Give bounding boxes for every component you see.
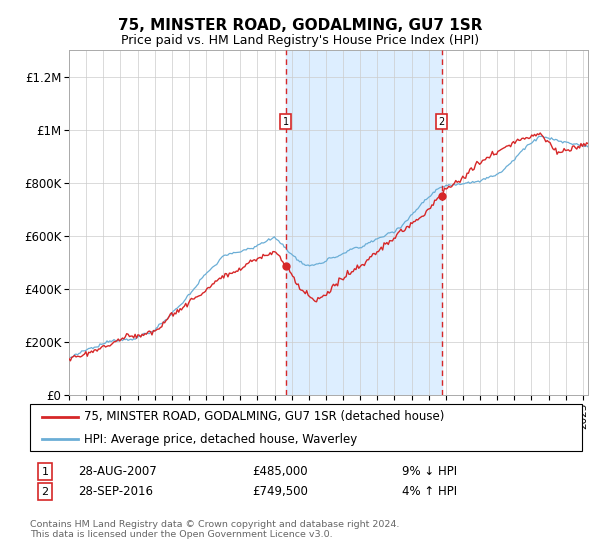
Text: 4% ↑ HPI: 4% ↑ HPI — [402, 485, 457, 498]
Text: 9% ↓ HPI: 9% ↓ HPI — [402, 465, 457, 478]
Text: £485,000: £485,000 — [252, 465, 308, 478]
Text: 28-SEP-2016: 28-SEP-2016 — [78, 485, 153, 498]
Bar — [286, 50, 442, 395]
Text: 75, MINSTER ROAD, GODALMING, GU7 1SR: 75, MINSTER ROAD, GODALMING, GU7 1SR — [118, 18, 482, 32]
Text: Contains HM Land Registry data © Crown copyright and database right 2024.
This d: Contains HM Land Registry data © Crown c… — [30, 520, 400, 539]
Text: £749,500: £749,500 — [252, 485, 308, 498]
Text: 75, MINSTER ROAD, GODALMING, GU7 1SR (detached house): 75, MINSTER ROAD, GODALMING, GU7 1SR (de… — [84, 410, 445, 423]
Text: 2: 2 — [439, 117, 445, 127]
Text: 2: 2 — [41, 487, 49, 497]
Text: 1: 1 — [283, 117, 289, 127]
Text: 1: 1 — [41, 466, 49, 477]
Text: Price paid vs. HM Land Registry's House Price Index (HPI): Price paid vs. HM Land Registry's House … — [121, 34, 479, 47]
Text: 28-AUG-2007: 28-AUG-2007 — [78, 465, 157, 478]
Text: HPI: Average price, detached house, Waverley: HPI: Average price, detached house, Wave… — [84, 432, 357, 446]
